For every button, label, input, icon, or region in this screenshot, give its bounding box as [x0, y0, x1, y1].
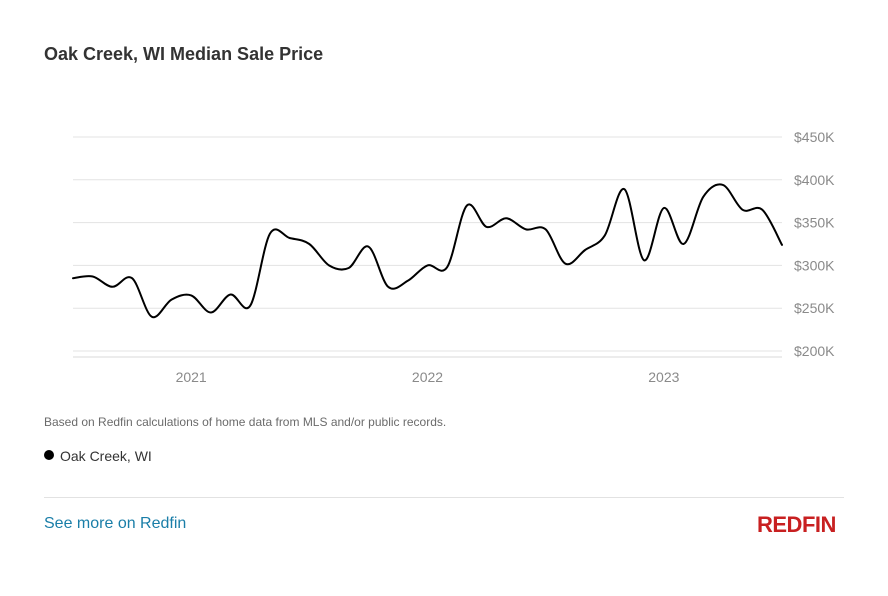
y-tick-label: $200K: [794, 343, 835, 359]
series-line: [72, 183, 783, 319]
chart-title: Oak Creek, WI Median Sale Price: [44, 44, 324, 64]
x-tick-label: 2023: [648, 369, 679, 385]
legend-label: Oak Creek, WI: [60, 448, 152, 464]
x-tick-label: 2022: [412, 369, 443, 385]
y-tick-label: $400K: [794, 172, 835, 188]
footer-divider: [44, 497, 844, 498]
x-tick-label: 2021: [176, 369, 207, 385]
data-source-note: Based on Redfin calculations of home dat…: [44, 415, 447, 429]
y-tick-label: $250K: [794, 300, 835, 316]
y-tick-label: $300K: [794, 257, 835, 273]
y-tick-label: $350K: [794, 215, 835, 231]
chart-area: $450K $400K $350K $300K $250K $200K 2021 2022 20…: [72, 129, 835, 385]
legend-swatch: [44, 450, 54, 460]
see-more-link[interactable]: See more on Redfin: [44, 515, 187, 532]
redfin-logo[interactable]: REDFIN: [757, 512, 836, 537]
legend: Oak Creek, WI: [44, 448, 152, 464]
y-tick-label: $450K: [794, 129, 835, 145]
